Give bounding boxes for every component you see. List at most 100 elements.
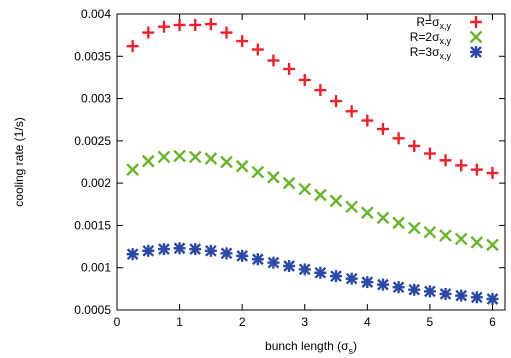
data-point-series-3 — [267, 256, 280, 269]
data-point-series-2 — [188, 150, 202, 164]
legend: R=σx,yR=2σx,yR=3σx,y — [410, 15, 483, 61]
data-point-series-2 — [251, 165, 265, 179]
legend-label: R=2σx,y — [410, 30, 452, 46]
x-tick-label: 5 — [427, 315, 434, 329]
y-tick-label: 0.0005 — [74, 303, 111, 317]
data-point-series-3 — [439, 287, 452, 300]
data-point-series-1 — [267, 54, 280, 67]
data-point-series-3 — [376, 278, 389, 291]
x-tick-label: 3 — [301, 315, 308, 329]
data-point-series-2 — [235, 159, 249, 173]
data-point-series-3 — [173, 242, 186, 255]
x-tick-label: 4 — [364, 315, 371, 329]
data-point-series-3 — [204, 244, 217, 257]
data-point-series-1 — [251, 43, 264, 56]
x-tick-label: 0 — [114, 315, 121, 329]
data-point-series-3 — [361, 276, 374, 289]
x-tick-label: 1 — [176, 315, 183, 329]
y-tick-label: 0.002 — [81, 176, 111, 190]
data-point-series-3 — [314, 266, 327, 279]
data-point-series-3 — [455, 289, 468, 302]
x-axis-label: bunch length (σs) — [265, 339, 357, 356]
legend-marker — [470, 46, 482, 58]
x-tick-label: 6 — [489, 315, 496, 329]
y-tick-label: 0.003 — [81, 92, 111, 106]
y-tick-label: 0.0035 — [74, 49, 111, 63]
data-point-series-3 — [220, 247, 233, 260]
data-point-series-2 — [329, 194, 343, 208]
legend-marker — [470, 16, 482, 28]
data-point-series-2 — [439, 229, 452, 242]
data-point-series-2 — [267, 170, 280, 184]
data-point-series-3 — [157, 243, 170, 256]
y-tick-label: 0.0025 — [74, 134, 111, 148]
data-point-series-1 — [408, 139, 421, 152]
data-point-series-3 — [486, 293, 499, 306]
data-point-series-1 — [236, 35, 249, 48]
data-point-series-1 — [157, 20, 170, 33]
data-point-series-3 — [251, 253, 264, 266]
data-point-series-1 — [330, 95, 343, 108]
data-point-series-2 — [298, 182, 312, 196]
x-tick-label: 2 — [239, 315, 246, 329]
data-point-series-2 — [360, 206, 374, 220]
data-point-series-1 — [314, 84, 327, 97]
data-point-series-1 — [455, 159, 468, 172]
legend-label: R=3σx,y — [410, 45, 452, 61]
plot-frame — [116, 13, 506, 311]
data-point-series-2 — [376, 211, 390, 225]
data-point-series-1 — [361, 114, 374, 127]
data-point-series-3 — [423, 285, 436, 298]
y-tick-label: 0.001 — [81, 261, 111, 275]
data-point-series-3 — [142, 244, 155, 257]
data-point-series-2 — [157, 150, 171, 164]
data-point-series-2 — [173, 149, 186, 163]
data-point-series-2 — [392, 216, 405, 230]
data-point-series-2 — [141, 154, 155, 168]
data-points — [126, 18, 499, 306]
data-point-series-2 — [126, 163, 139, 176]
data-point-series-1 — [376, 123, 389, 136]
data-point-series-1 — [283, 62, 296, 75]
data-point-series-3 — [408, 283, 421, 296]
data-point-series-3 — [392, 281, 405, 294]
data-point-series-1 — [220, 26, 233, 39]
data-point-series-2 — [454, 232, 468, 246]
y-tick-label: 0.004 — [81, 7, 111, 21]
data-point-series-1 — [423, 147, 436, 160]
data-point-series-3 — [126, 248, 139, 261]
data-point-series-1 — [126, 40, 139, 53]
data-point-series-2 — [486, 238, 499, 252]
data-point-series-1 — [173, 18, 186, 31]
data-point-series-1 — [392, 132, 405, 145]
data-point-series-3 — [470, 291, 483, 304]
data-point-series-3 — [330, 270, 343, 283]
data-point-series-1 — [486, 166, 499, 179]
data-point-series-2 — [407, 221, 421, 235]
data-point-series-1 — [142, 26, 155, 39]
data-point-series-1 — [298, 73, 311, 86]
data-point-series-3 — [189, 243, 202, 256]
data-point-series-3 — [298, 263, 311, 276]
data-point-series-2 — [345, 200, 359, 214]
data-point-series-3 — [345, 272, 358, 285]
data-point-series-1 — [204, 18, 217, 31]
data-point-series-1 — [470, 163, 483, 176]
axis-ticks: 0 1 2 3 4 5 6 0.0005 0.001 0.0015 0.002 0.0025 0.003… — [74, 7, 505, 329]
data-point-series-2 — [282, 176, 296, 190]
data-point-series-1 — [439, 154, 452, 167]
y-axis-label: cooling rate (1/s) — [12, 117, 26, 206]
legend-marker — [469, 30, 483, 44]
data-point-series-2 — [470, 235, 484, 249]
data-point-series-1 — [189, 18, 202, 31]
data-point-series-2 — [314, 188, 327, 202]
legend-label: R=σx,y — [416, 15, 451, 31]
data-point-series-3 — [283, 260, 296, 273]
data-point-series-2 — [220, 155, 233, 169]
data-point-series-1 — [345, 105, 358, 118]
data-point-series-2 — [423, 225, 437, 239]
data-point-series-3 — [236, 249, 249, 262]
data-point-series-2 — [204, 152, 218, 165]
y-tick-label: 0.0015 — [74, 218, 111, 232]
